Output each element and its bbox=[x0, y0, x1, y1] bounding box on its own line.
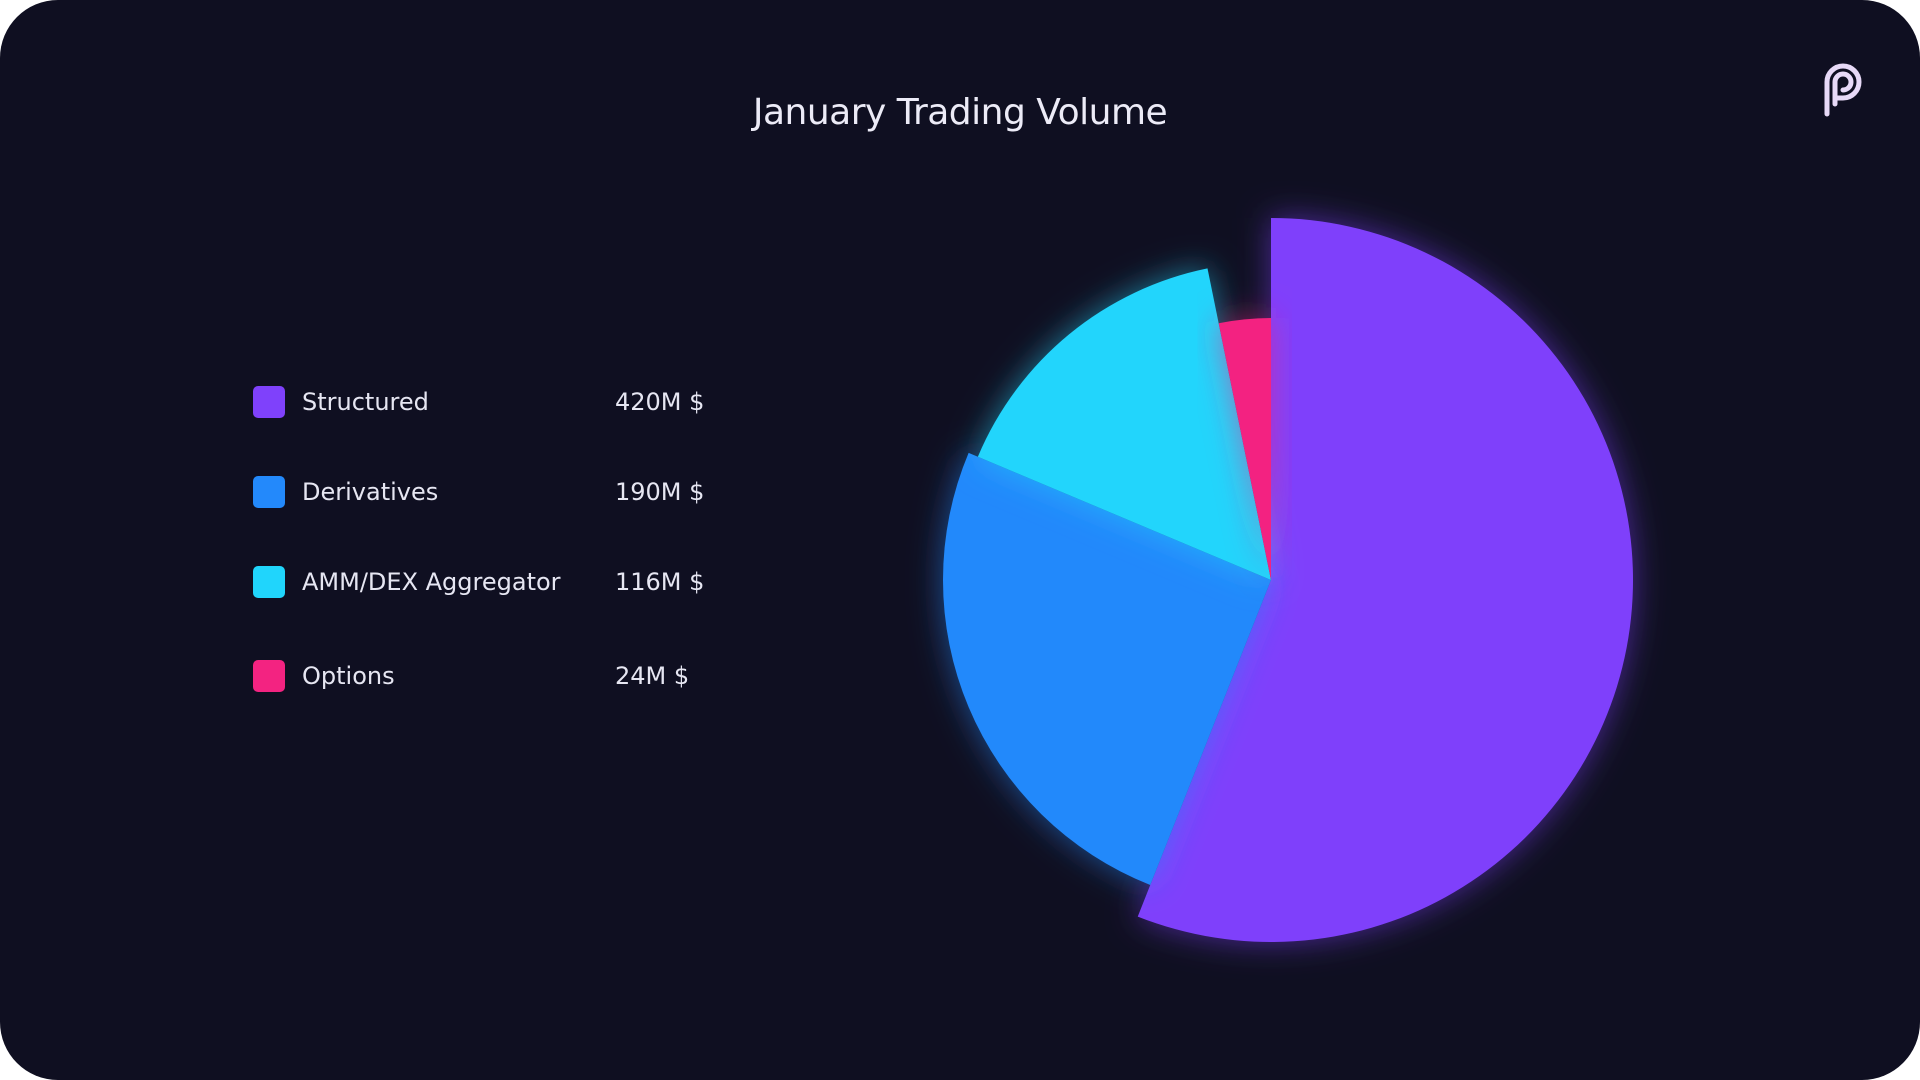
legend-value: 24M $ bbox=[615, 662, 690, 690]
pie-slice-options[interactable] bbox=[1218, 318, 1271, 580]
legend-swatch bbox=[253, 566, 285, 598]
legend-value: 116M $ bbox=[615, 568, 705, 596]
legend-item-amm-dex-aggregator[interactable]: AMM/DEX Aggregator 116M $ bbox=[253, 566, 773, 598]
pie-slice-structured[interactable] bbox=[1137, 218, 1633, 942]
legend-value: 420M $ bbox=[615, 388, 705, 416]
legend-label: AMM/DEX Aggregator bbox=[302, 568, 561, 596]
legend-swatch bbox=[253, 660, 285, 692]
legend-value: 190M $ bbox=[615, 478, 705, 506]
pie-slice-derivatives[interactable] bbox=[942, 452, 1271, 885]
legend-label: Derivatives bbox=[302, 478, 439, 506]
legend-label: Options bbox=[302, 662, 395, 690]
pie-slice-amm-dex-aggregator[interactable] bbox=[977, 268, 1271, 580]
brand-p-icon bbox=[1824, 63, 1862, 117]
legend-item-options[interactable]: Options 24M $ bbox=[253, 660, 773, 692]
legend-item-structured[interactable]: Structured 420M $ bbox=[253, 386, 773, 418]
legend-swatch bbox=[253, 476, 285, 508]
legend-swatch bbox=[253, 386, 285, 418]
legend-item-derivatives[interactable]: Derivatives 190M $ bbox=[253, 476, 773, 508]
chart-title: January Trading Volume bbox=[752, 92, 1168, 133]
legend-label: Structured bbox=[302, 388, 429, 416]
